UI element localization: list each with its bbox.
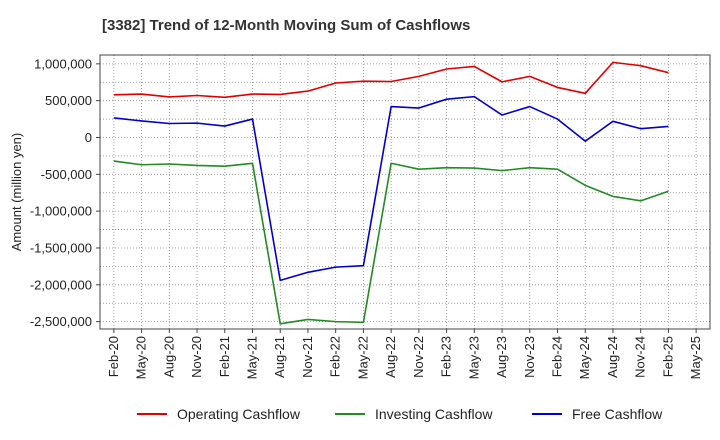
x-tick-label: Nov-24	[633, 336, 648, 378]
y-tick-label: -2,500,000	[30, 314, 92, 329]
x-axis: Feb-20 May-20 Aug-20 Nov-20 Feb-21 May-21 Aug-…	[106, 329, 703, 379]
x-tick-label: Nov-20	[189, 336, 204, 378]
series-line-free-cashflow	[113, 95, 669, 282]
grid-lines	[100, 55, 710, 329]
x-tick-label: Aug-24	[605, 336, 620, 378]
y-axis-label: Amount (million yen)	[9, 133, 24, 252]
legend-label: Investing Cashflow	[375, 406, 493, 422]
legend: Operating Cashflow Investing Cashflow Free…	[137, 406, 663, 422]
y-axis: 1,000,000 500,000 0 -500,000 -1,000,000 -1,50…	[30, 56, 100, 329]
y-tick-label: -2,000,000	[30, 277, 92, 292]
x-tick-label: May-21	[245, 336, 260, 379]
x-tick-label: Aug-22	[383, 336, 398, 378]
y-tick-label: 0	[85, 130, 92, 145]
x-tick-label: May-20	[134, 336, 149, 379]
y-tick-label: 500,000	[45, 93, 92, 108]
chart-title: [3382] Trend of 12-Month Moving Sum of C…	[102, 17, 470, 34]
legend-label: Operating Cashflow	[177, 406, 301, 422]
y-tick-label: 1,000,000	[34, 56, 92, 71]
x-tick-label: Aug-21	[272, 336, 287, 378]
x-tick-label: Aug-20	[161, 336, 176, 378]
x-tick-label: May-23	[466, 336, 481, 379]
legend-label: Free Cashflow	[572, 406, 663, 422]
series-line-investing-cashflow	[113, 160, 669, 325]
series-group	[113, 61, 669, 325]
x-tick-label: May-24	[577, 336, 592, 379]
x-tick-label: Nov-21	[300, 336, 315, 378]
y-tick-label: -1,500,000	[30, 240, 92, 255]
plot-frame	[99, 54, 711, 330]
y-tick-label: -500,000	[41, 167, 92, 182]
x-tick-label: May-25	[688, 336, 703, 379]
x-tick-label: Nov-22	[411, 336, 426, 378]
x-tick-label: May-22	[355, 336, 370, 379]
series-line-operating-cashflow	[113, 61, 669, 99]
x-tick-label: Feb-24	[550, 336, 565, 377]
y-tick-label: -1,000,000	[30, 204, 92, 219]
x-tick-label: Feb-23	[439, 336, 454, 377]
x-tick-label: Feb-22	[328, 336, 343, 377]
x-tick-label: Nov-23	[522, 336, 537, 378]
x-tick-label: Feb-21	[217, 336, 232, 377]
x-tick-label: Feb-20	[106, 336, 121, 377]
x-tick-label: Aug-23	[494, 336, 509, 378]
x-tick-label: Feb-25	[660, 336, 675, 377]
